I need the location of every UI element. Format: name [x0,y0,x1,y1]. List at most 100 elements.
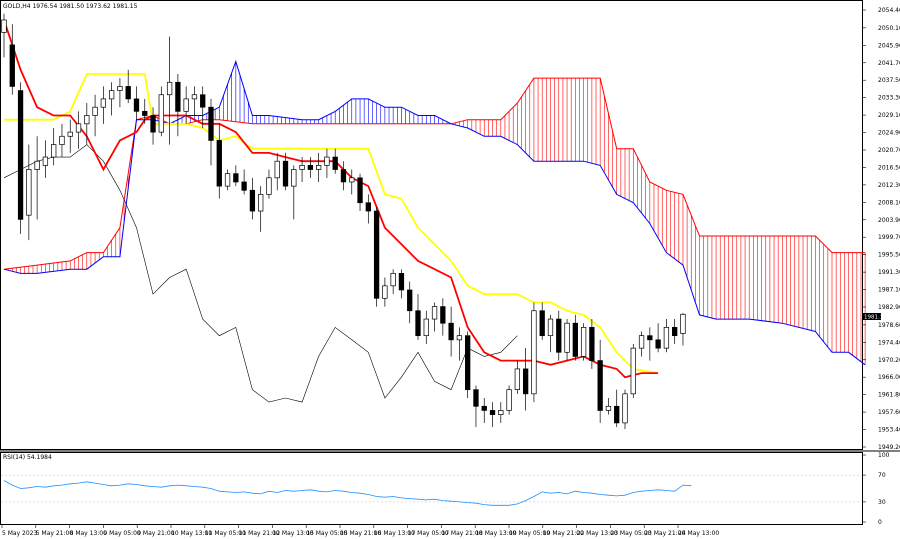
symbol-info: GOLD,H4 1976.54 1981.50 1973.62 1981.15 [3,3,138,10]
candle-body [597,360,603,411]
candle-body [415,310,421,337]
time-tick-label: 22 May 13:00 [577,530,618,537]
candle-body [200,94,206,108]
candle-body [531,310,537,395]
candle-body [117,86,123,91]
candle-body [17,90,24,220]
candle-body [663,327,670,349]
time-tick-label: 15 May 05:00 [306,530,347,537]
price-axis: 2054.40 2050.10 2045.90 2041.70 2037.50 2033.… [862,7,900,451]
price-tick-label: 1966.00 [878,374,900,381]
candle-body [647,335,653,341]
candle-body [440,306,446,324]
candle-body [349,177,355,183]
candle-body [75,123,82,133]
candle-body [572,322,578,357]
kijun-sen-line [4,73,659,374]
price-tick-label: 2054.40 [878,7,900,14]
price-panel-frame [0,0,863,450]
candle-body [166,81,173,96]
candle-body [465,335,471,391]
candle-body [150,115,156,133]
candle-body [580,327,587,357]
candle-body [638,335,645,349]
price-tick-label: 2020.70 [878,147,900,154]
candle-body [672,327,678,337]
candle-body [241,181,247,191]
time-tick-label: 11 May 21:00 [239,530,280,537]
candle-body [390,273,396,287]
time-tick-label: 23 May 21:00 [644,530,685,537]
ichimoku-cloud [7,61,866,365]
price-tick-label: 2045.90 [878,42,900,49]
rsi-tick-label: 70 [878,472,886,479]
candle-body [92,106,98,116]
price-tick-label: 1982.90 [878,304,900,311]
candle-body [498,410,504,415]
candle-body [133,98,140,112]
candle-body [108,90,115,100]
candle-body [315,165,322,170]
candle-body [564,322,570,353]
price-tick-label: 1995.50 [878,252,900,259]
price-tick-label: 2016.50 [878,164,900,171]
price-tick-label: 1991.30 [878,269,900,276]
price-tick-label: 2050.10 [878,25,900,32]
candles [1,13,686,430]
candle-body [614,405,620,424]
candle-body [142,111,148,116]
time-tick-label: 5 May 2023 [2,530,37,537]
price-tick-label: 1987.10 [878,287,900,294]
candle-body [456,335,463,341]
price-tick-label: 2033.30 [878,95,900,102]
rsi-tick-label: 0 [878,519,882,526]
candle-body [630,347,636,395]
candle-body [332,156,338,170]
candle-body [282,160,289,187]
price-tick-label: 2037.50 [878,77,900,84]
candle-body [258,194,264,212]
candle-body [216,140,222,187]
candle-body [307,165,314,170]
time-tick-label: 11 May 05:00 [205,530,246,537]
time-tick-label: 18 May 13:00 [475,530,516,537]
price-tick-label: 1974.40 [878,339,900,346]
candle-body [324,156,330,166]
time-tick-label: 19 May 21:00 [543,530,584,537]
price-tick-label: 2041.70 [878,60,900,67]
time-tick-label: 16 May 13:00 [374,530,415,537]
current-price-badge: 1981.15 [863,313,887,321]
candle-body [100,98,107,108]
candle-body [514,368,521,391]
candle-body [547,318,554,337]
price-tick-label: 2012.30 [878,182,900,189]
candle-body [365,202,371,212]
candle-body [481,405,487,411]
candle-body [191,94,198,100]
rsi-panel-frame [0,452,863,525]
rsi-panel[interactable]: RSI(14) 54.1984 [0,450,900,525]
candle-body [26,169,32,216]
candle-body [448,322,454,341]
price-panel[interactable]: GOLD,H4 1976.54 1981.50 1973.62 1981.15 [0,0,866,450]
time-tick-label: 9 May 05:00 [103,530,141,537]
candle-body [158,94,164,133]
candle-body [208,106,214,141]
candle-body [291,169,297,187]
candle-body [59,135,65,145]
price-tick-label: 2029.10 [878,112,900,119]
rsi-tick-label: 30 [878,499,886,506]
candle-body [373,210,380,299]
rsi-line [1,474,862,506]
candle-body [67,131,73,137]
candle-body [183,98,189,112]
candle-body [655,339,661,349]
rsi-series-line [3,480,692,506]
price-tick-label: 2003.90 [878,217,900,224]
candle-body [175,81,181,112]
time-tick-label: 17 May 05:00 [408,530,449,537]
candle-body [266,177,272,195]
candle-body [51,144,57,158]
time-tick-label: 5 May 21:00 [36,530,74,537]
